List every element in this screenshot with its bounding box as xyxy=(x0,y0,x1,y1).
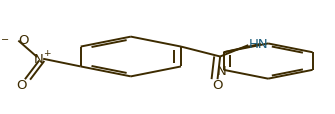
Text: HN: HN xyxy=(249,38,269,51)
Text: N: N xyxy=(217,65,227,78)
Text: N: N xyxy=(34,53,44,66)
Text: −: − xyxy=(1,35,9,45)
Text: O: O xyxy=(212,78,223,91)
Text: O: O xyxy=(18,34,29,47)
Text: O: O xyxy=(16,78,27,91)
Text: +: + xyxy=(43,49,51,58)
